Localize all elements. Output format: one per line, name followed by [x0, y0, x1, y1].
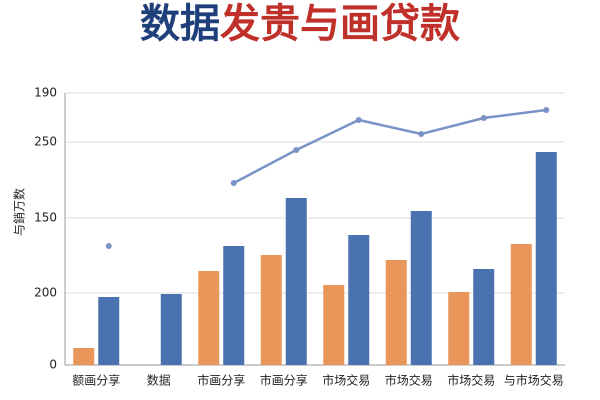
- bar: [473, 269, 495, 365]
- bar: [285, 198, 307, 365]
- line-point: [418, 131, 425, 137]
- bar: [198, 271, 220, 365]
- line-point: [355, 117, 362, 123]
- line: [233, 108, 547, 185]
- bar: [535, 152, 557, 365]
- chart-title: 数据: [140, 1, 220, 47]
- line-point: [230, 180, 237, 186]
- y-tick-label: 250: [34, 135, 57, 149]
- bar: [260, 255, 282, 365]
- x-tick-label: 市场交易: [385, 373, 433, 388]
- x-tick-label: 市场交易: [447, 373, 495, 388]
- bar: [410, 211, 432, 365]
- bar: [510, 244, 532, 365]
- bar: [323, 285, 345, 365]
- y-tick-label: 190: [34, 86, 57, 100]
- chart-title: 发贵与画贷款: [220, 1, 460, 47]
- line-point: [293, 147, 300, 153]
- bar: [73, 348, 95, 365]
- y-tick-label: 200: [34, 286, 57, 300]
- y-tick-label: 0: [49, 358, 57, 372]
- x-tick-label: 市画分享: [260, 373, 308, 388]
- line-point: [105, 243, 112, 249]
- bar: [223, 246, 245, 365]
- bar: [160, 294, 182, 365]
- y-axis-label: 与銷万数: [12, 188, 27, 236]
- bar: [448, 292, 470, 365]
- x-tick-label: 市场交易: [322, 373, 370, 388]
- line-point: [543, 107, 550, 113]
- x-tick-label: 与市场交易: [504, 373, 564, 388]
- y-tick-label: 150: [34, 211, 57, 225]
- bar: [385, 260, 407, 365]
- x-tick-label: 数据: [147, 373, 171, 388]
- bar: [98, 297, 120, 365]
- bar: [348, 235, 370, 365]
- x-tick-label: 市画分享: [197, 373, 245, 388]
- line-point: [480, 115, 487, 121]
- x-tick-label: 额画分享: [72, 373, 120, 388]
